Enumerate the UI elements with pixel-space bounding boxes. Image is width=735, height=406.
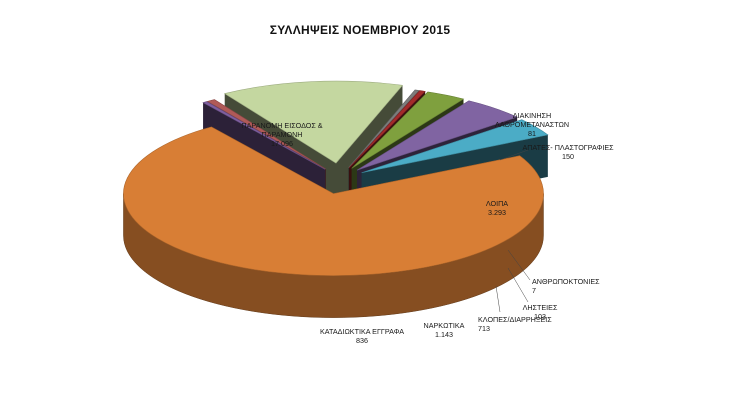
- slice-label: ΝΑΡΚΩΤΙΚΑ 1.143ΝΑΡΚΩΤΙΚΑ: [424, 321, 465, 339]
- slice-label: ΑΠΑΤΕΣ- ΠΛΑΣΤΟΓΡΑΦΙΕΣ 150ΑΠΑΤΕΣ- ΠΛΑΣΤΟΓΡ…: [522, 143, 614, 161]
- slice-top: [202, 101, 326, 170]
- slice-value: 7: [532, 286, 536, 295]
- slice-label: ΔΙΑΚΙΝΗΣΗ ΛΑΘΡΟΜΕΤΑΝΑΣΤΩΝ 81ΔΙΑΚΙΝΗΣΗ ΛΑΘΡ…: [495, 111, 569, 138]
- leader-line: [495, 285, 501, 313]
- leader-line: [507, 267, 529, 303]
- slice-top: [206, 99, 326, 170]
- slice-top: [356, 100, 518, 171]
- slice-top: [123, 126, 544, 276]
- leader-line: [507, 249, 531, 281]
- slice-top: [348, 89, 420, 168]
- slice-label: ΑΝΘΡΩΠΟΚΤΟΝΙΕΣ 7ΑΝΘΡΩΠΟΚΤΟΝΙΕΣ: [532, 277, 600, 295]
- slice-label: ΚΑΤΑΔΙΩΚΤΙΚΑ ΕΓΓΡΑΦΑ 836ΚΑΤΑΔΙΩΚΤΙΚΑ ΕΓΓΡ…: [320, 327, 404, 345]
- slice-top: [351, 91, 465, 169]
- slice-value: 836: [356, 336, 368, 345]
- slice-labels: ΠΑΡΑΝΟΜΗ ΕΙΣΟΔΟΣ & ΠΑΡΑΜΟΝΗ 17.096ΠΑΡΑΝΟΜΗ…: [241, 111, 614, 345]
- slice-value: 103: [534, 312, 546, 321]
- slice-value: 3.293: [488, 208, 506, 217]
- slice-value: 150: [562, 152, 574, 161]
- leader-line: [499, 149, 529, 161]
- slice-top: [223, 80, 404, 164]
- slice-label: ΛΟΙΠΑ 3.293ΛΟΙΠΑ: [486, 199, 508, 217]
- slice-label: ΠΑΡΑΝΟΜΗ ΕΙΣΟΔΟΣ & ΠΑΡΑΜΟΝΗ 17.096ΠΑΡΑΝΟΜΗ…: [241, 121, 322, 148]
- chart-title: ΣΥΛΛΗΨΕΙΣ ΝΟΕΜΒΡΙΟΥ 2015: [270, 23, 451, 37]
- slice-value: 17.096: [271, 139, 293, 148]
- pie-slice: [123, 126, 544, 318]
- slice-top: [361, 119, 549, 174]
- slice-value: 1.143: [435, 330, 453, 339]
- slice-label: ΛΗΣΤΕΙΕΣ 103ΛΗΣΤΕΙΕΣ: [523, 303, 558, 321]
- slice-value: 81: [528, 129, 536, 138]
- pie-slices: [123, 80, 549, 318]
- slice-label: ΚΛΟΠΕΣ/ΔΙΑΡΡΗΞΕΙΣ 713ΚΛΟΠΕΣ/ΔΙΑΡΡΗΞΕΙΣ: [478, 315, 552, 333]
- slice-value: 713: [478, 324, 490, 333]
- slice-top: [348, 90, 426, 169]
